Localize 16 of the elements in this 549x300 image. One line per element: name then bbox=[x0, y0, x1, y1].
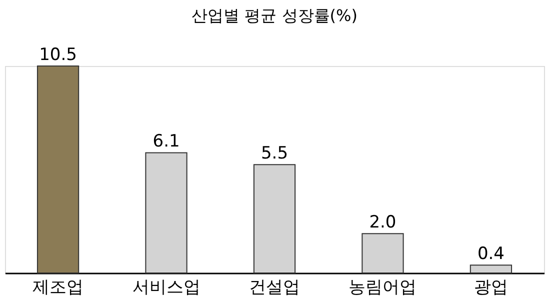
bar bbox=[253, 164, 296, 274]
data-label: 10.5 bbox=[39, 45, 77, 65]
chart-title: 산업별 평균 성장률(%) bbox=[192, 6, 358, 25]
x-tick-label: 제조업 bbox=[32, 278, 84, 298]
x-tick-label: 건설업 bbox=[249, 278, 300, 298]
bar bbox=[145, 152, 188, 274]
x-tick-label: 광업 bbox=[474, 278, 508, 298]
bar bbox=[470, 264, 512, 274]
x-tick-label: 서비스업 bbox=[132, 278, 200, 298]
bar bbox=[36, 66, 80, 274]
bar bbox=[362, 233, 404, 274]
x-tick-label: 농림어업 bbox=[348, 278, 417, 298]
data-label: 0.4 bbox=[477, 244, 504, 264]
data-label: 6.1 bbox=[152, 132, 180, 152]
data-label: 2.0 bbox=[369, 212, 396, 233]
data-label: 5.5 bbox=[260, 144, 288, 164]
